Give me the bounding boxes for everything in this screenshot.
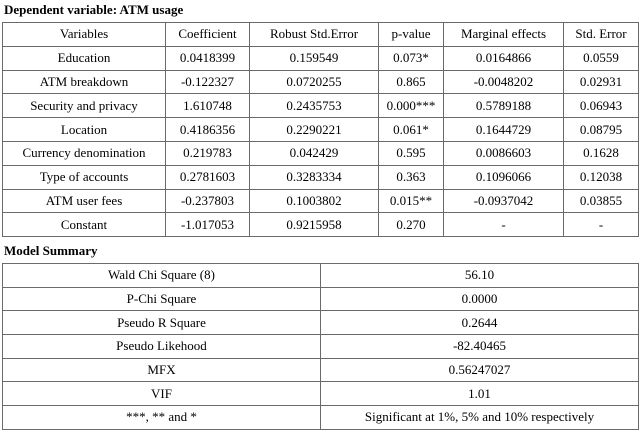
table-row: Wald Chi Square (8) 56.10 — [2, 263, 639, 288]
cell: -0.122327 — [165, 69, 250, 95]
table-row: MFX 0.56247027 — [2, 357, 639, 383]
cell: -0.0048202 — [443, 69, 564, 95]
cell: 0.9215958 — [249, 212, 379, 238]
cell: -0.0937042 — [443, 188, 564, 214]
cell: 0.1644729 — [443, 117, 564, 142]
cell: -0.237803 — [165, 188, 250, 214]
cell: 0.363 — [378, 164, 444, 190]
summary-table: Wald Chi Square (8) 56.10 P-Chi Square 0.00… — [2, 263, 639, 430]
cell: MFX — [2, 357, 321, 383]
cell: 0.0720255 — [249, 69, 379, 95]
table-row: Education 0.0418399 0.159549 0.073* 0.016486… — [2, 45, 639, 71]
table-row: Pseudo Likehood -82.40465 — [2, 334, 639, 359]
cell: 0.2644 — [320, 310, 639, 336]
cell: 0.0000 — [320, 286, 639, 312]
cell: 0.219783 — [165, 140, 250, 166]
cell: Pseudo Likehood — [2, 334, 321, 359]
table-row: P-Chi Square 0.0000 — [2, 286, 639, 312]
cell: 0.06943 — [563, 93, 639, 119]
cell: 56.10 — [320, 263, 639, 288]
cell: 0.0559 — [563, 45, 639, 71]
header-row: Variables Coefficient Robust Std.Error p-va… — [2, 22, 639, 47]
cell: Coefficient — [165, 22, 250, 47]
cell: 0.015** — [378, 188, 444, 214]
cell: -1.017053 — [165, 212, 250, 238]
cell: Significant at 1%, 5% and 10% respective… — [320, 405, 639, 430]
cell: - — [443, 212, 564, 238]
cell: Security and privacy — [2, 93, 166, 119]
cell: ATM breakdown — [2, 69, 166, 95]
table-row: Pseudo R Square 0.2644 — [2, 310, 639, 336]
cell: 0.1628 — [563, 140, 639, 166]
table-row: VIF 1.01 — [2, 381, 639, 407]
cell: 0.56247027 — [320, 357, 639, 383]
cell: 0.4186356 — [165, 117, 250, 142]
cell: 1.01 — [320, 381, 639, 407]
cell: 0.2435753 — [249, 93, 379, 119]
cell: 0.000*** — [378, 93, 444, 119]
cell: Currency denomination — [2, 140, 166, 166]
cell: 0.073* — [378, 45, 444, 71]
regression-table: Variables Coefficient Robust Std.Error p-va… — [2, 22, 639, 238]
cell: 0.12038 — [563, 164, 639, 190]
cell: Type of accounts — [2, 164, 166, 190]
table-row: ATM breakdown -0.122327 0.0720255 0.865 -0.0… — [2, 69, 639, 95]
cell: 0.0086603 — [443, 140, 564, 166]
cell: 0.3283334 — [249, 164, 379, 190]
cell: 0.2781603 — [165, 164, 250, 190]
cell: 0.1003802 — [249, 188, 379, 214]
cell: 0.03855 — [563, 188, 639, 214]
table-row: Currency denomination 0.219783 0.042429 0.5… — [2, 140, 639, 166]
cell: 0.08795 — [563, 117, 639, 142]
summary-title: Model Summary — [4, 243, 98, 258]
cell: 0.02931 — [563, 69, 639, 95]
cell: Variables — [2, 22, 166, 47]
cell: 0.0164866 — [443, 45, 564, 71]
table-title: Dependent variable: ATM usage — [4, 2, 184, 17]
cell: ***, ** and * — [2, 405, 321, 430]
cell: 0.042429 — [249, 140, 379, 166]
cell: 0.2290221 — [249, 117, 379, 142]
cell: - — [563, 212, 639, 238]
table-row: ***, ** and * Significant at 1%, 5% and 1… — [2, 405, 639, 430]
cell: 0.270 — [378, 212, 444, 238]
cell: 0.865 — [378, 69, 444, 95]
cell: 0.061* — [378, 117, 444, 142]
table-row: ATM user fees -0.237803 0.1003802 0.015** -0… — [2, 188, 639, 214]
cell: -82.40465 — [320, 334, 639, 359]
cell: Wald Chi Square (8) — [2, 263, 321, 288]
cell: 0.0418399 — [165, 45, 250, 71]
cell: ATM user fees — [2, 188, 166, 214]
cell: 0.159549 — [249, 45, 379, 71]
table-row: Security and privacy 1.610748 0.2435753 0.0… — [2, 93, 639, 119]
cell: Marginal effects — [443, 22, 564, 47]
table-row: Type of accounts 0.2781603 0.3283334 0.363 0… — [2, 164, 639, 190]
cell: Robust Std.Error — [249, 22, 379, 47]
cell: Education — [2, 45, 166, 71]
table-row: Location 0.4186356 0.2290221 0.061* 0.164472… — [2, 117, 639, 142]
cell: P-Chi Square — [2, 286, 321, 312]
cell: Std. Error — [563, 22, 639, 47]
cell: 0.595 — [378, 140, 444, 166]
cell: 0.1096066 — [443, 164, 564, 190]
cell: Location — [2, 117, 166, 142]
cell: 0.5789188 — [443, 93, 564, 119]
cell: 1.610748 — [165, 93, 250, 119]
cell: Pseudo R Square — [2, 310, 321, 336]
table-row: Constant -1.017053 0.9215958 0.270- - — [2, 212, 639, 238]
cell: Constant — [2, 212, 166, 238]
cell: VIF — [2, 381, 321, 407]
cell: p-value — [378, 22, 444, 47]
